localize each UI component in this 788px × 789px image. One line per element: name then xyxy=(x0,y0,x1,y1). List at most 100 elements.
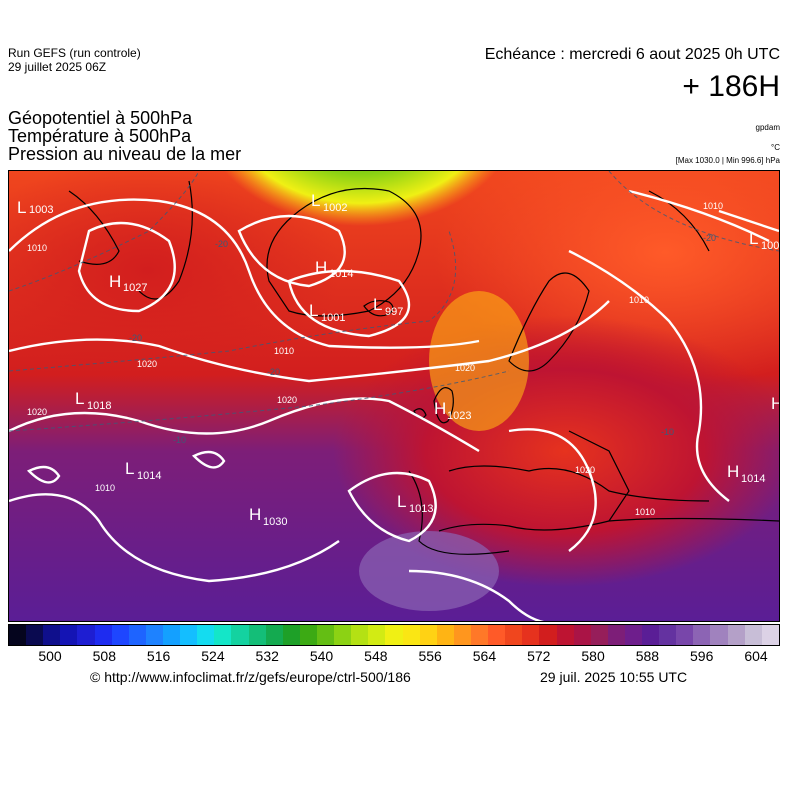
scale-swatch xyxy=(436,625,454,645)
scale-swatch xyxy=(676,625,694,645)
scale-swatch xyxy=(351,625,369,645)
center-letter: H xyxy=(109,272,121,291)
center-value: 1003 xyxy=(29,204,53,216)
scale-swatch xyxy=(590,625,608,645)
scale-swatch xyxy=(624,625,643,645)
pressure-extremes: [Max 1030.0 | Min 996.6] hPa xyxy=(675,156,780,165)
scale-swatch xyxy=(727,625,745,645)
scale-swatch xyxy=(94,625,112,645)
center-letter: L xyxy=(309,301,318,320)
center-value: 1030 xyxy=(263,516,287,528)
lead-time: + 186H xyxy=(682,70,780,103)
forecast-valid-time: Echéance : mercredi 6 aout 2025 0h UTC xyxy=(484,46,780,63)
scale-tick-label: 588 xyxy=(635,648,660,664)
isobar-label: 1010 xyxy=(95,483,115,493)
scale-swatch xyxy=(556,625,574,645)
scale-swatch xyxy=(761,625,779,645)
scale-swatch xyxy=(470,625,489,645)
isobar-label: 1020 xyxy=(27,407,47,417)
scale-swatch xyxy=(145,625,163,645)
temp-label: -20 xyxy=(215,239,228,249)
scale-swatch xyxy=(693,625,711,645)
scale-swatch xyxy=(128,625,146,645)
center-letter: H xyxy=(249,505,261,524)
scale-swatch xyxy=(607,625,625,645)
run-date: 29 juillet 2025 06Z xyxy=(8,60,107,74)
isobar-label: 1010 xyxy=(635,507,655,517)
coastlines xyxy=(68,180,779,555)
center-letter: H xyxy=(434,399,446,418)
center-value: 1003 xyxy=(761,240,780,252)
scale-tick-label: 556 xyxy=(418,648,442,664)
scale-tick-label: 572 xyxy=(527,648,551,664)
parameters: Géopotentiel à 500hPa Température à 500h… xyxy=(8,109,241,163)
temp-label: -20 xyxy=(703,233,716,243)
pressure-centers: L 1003 L 1002 H 1027 H 1014 L 1001 L 997… xyxy=(17,191,780,528)
center-value: 1027 xyxy=(123,282,147,294)
scale-swatch xyxy=(231,625,249,645)
isobar-labels: 1010 1020 1010 1020 1020 1020 1010 1010 … xyxy=(27,201,723,517)
scale-swatch xyxy=(299,625,317,645)
scale-swatch xyxy=(744,625,762,645)
param-temperature: Température à 500hPa xyxy=(8,126,192,146)
scale-swatch xyxy=(539,625,557,645)
scale-tick-label: 564 xyxy=(472,648,497,664)
scale-swatch xyxy=(402,625,420,645)
scale-swatch xyxy=(197,625,215,645)
param-pressure: Pression au niveau de la mer xyxy=(8,144,242,164)
isobar-label: 1010 xyxy=(703,201,723,211)
scale-swatch xyxy=(282,625,300,645)
center-letter: H xyxy=(771,394,780,413)
temp-label: -10 xyxy=(661,427,674,437)
temp-label: -20 xyxy=(267,367,280,377)
scale-swatch xyxy=(573,625,591,645)
generated-time: 29 juil. 2025 10:55 UTC xyxy=(540,669,688,685)
weather-map[interactable]: L 1003 L 1002 H 1027 H 1014 L 1001 L 997… xyxy=(8,170,780,622)
source-credit[interactable]: © http://www.infoclimat.fr/z/gefs/europe… xyxy=(90,669,411,685)
center-letter: L xyxy=(749,229,758,248)
scale-tick-label: 500 xyxy=(38,648,62,664)
center-value: 997 xyxy=(385,306,403,318)
scale-tick-label: 524 xyxy=(201,648,225,664)
temperature-lines xyxy=(9,171,779,432)
run-info: Run GEFS (run controle) 29 juillet 2025 … xyxy=(8,46,141,74)
isobars xyxy=(9,189,779,621)
center-letter: H xyxy=(727,462,739,481)
scale-tick-label: 516 xyxy=(146,648,171,664)
isobar-label: 1020 xyxy=(455,363,475,373)
scale-swatch xyxy=(77,625,95,645)
center-letter: L xyxy=(17,198,26,217)
color-scale xyxy=(8,624,780,646)
isobar-label: 1010 xyxy=(274,346,294,356)
scale-swatch xyxy=(385,625,403,645)
scale-swatch xyxy=(265,625,283,645)
scale-swatch xyxy=(111,625,129,645)
center-letter: L xyxy=(311,191,320,210)
scale-ticks: 500 508 516 524 532 540 548 556 564 572 580 588 596 6… xyxy=(8,648,780,666)
scale-tick-label: 580 xyxy=(581,648,605,664)
isobar-label: 1020 xyxy=(277,395,297,405)
scale-swatch xyxy=(659,625,677,645)
scale-swatch xyxy=(453,625,471,645)
center-value: 1013 xyxy=(409,503,433,515)
isobar-label: 1020 xyxy=(575,465,595,475)
center-value: 1002 xyxy=(323,202,347,214)
scale-swatch xyxy=(710,625,728,645)
map-canvas: L 1003 L 1002 H 1027 H 1014 L 1001 L 997… xyxy=(9,171,780,621)
center-value: 1023 xyxy=(447,410,471,422)
scale-swatch xyxy=(334,625,352,645)
scale-swatch xyxy=(316,625,335,645)
scale-swatch xyxy=(505,625,523,645)
isobar-label: 1010 xyxy=(629,295,649,305)
temperature-labels: -20 -20 -20 -10 -10 -20 xyxy=(129,233,716,445)
run-model: Run GEFS (run controle) xyxy=(8,46,141,60)
isobar-label: 1020 xyxy=(137,359,157,369)
center-value: 1014 xyxy=(329,268,353,280)
unit-celsius: °C xyxy=(771,143,780,152)
scale-swatch xyxy=(162,625,181,645)
scale-swatch xyxy=(180,625,198,645)
scale-tick-label: 540 xyxy=(309,648,334,664)
param-geopotential: Géopotentiel à 500hPa xyxy=(8,108,193,128)
temp-label: -20 xyxy=(129,333,142,343)
scale-swatch xyxy=(488,625,506,645)
